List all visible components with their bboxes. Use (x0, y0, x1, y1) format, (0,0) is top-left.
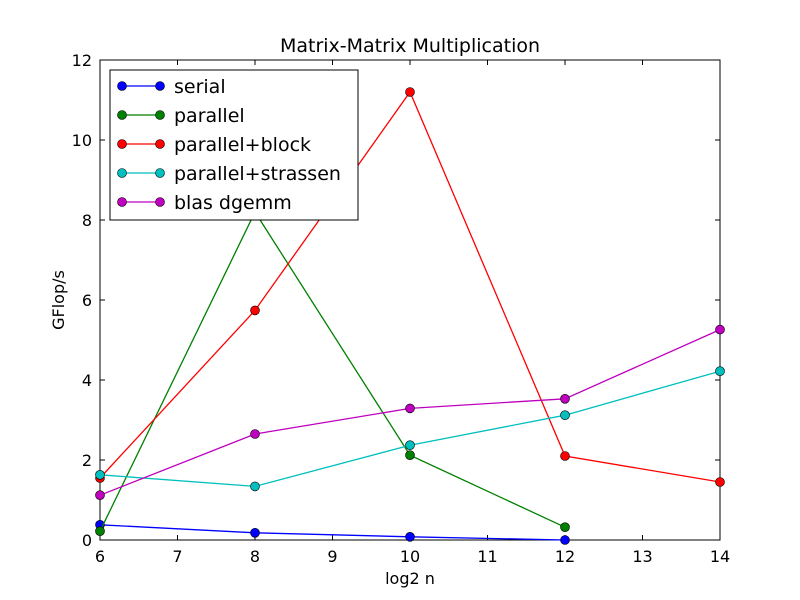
data-point-parallel-strassen (250, 481, 260, 492)
x-tick-label: 10 (400, 547, 420, 566)
legend-marker (155, 139, 165, 149)
legend-label: serial (174, 76, 226, 98)
data-point-parallel-block (405, 87, 415, 97)
data-point-parallel-strassen (405, 440, 415, 451)
legend-marker (155, 168, 165, 178)
y-tick-label: 4 (82, 371, 92, 390)
legend-label: parallel+block (174, 134, 311, 156)
data-point-parallel-block (715, 477, 725, 487)
y-tick-label: 6 (82, 291, 92, 310)
legend-box (109, 69, 359, 221)
data-point-blas-dgemm (715, 324, 725, 335)
legend-item-parallel-block: parallel+block (117, 134, 311, 156)
legend-marker (155, 197, 165, 207)
series-parallel-strassen (95, 366, 725, 492)
legend-marker (155, 110, 165, 120)
legend-marker (117, 197, 127, 207)
y-tick-label: 2 (82, 451, 92, 470)
data-point-serial (405, 531, 415, 542)
y-tick-label: 8 (82, 211, 92, 230)
x-tick-label: 6 (95, 547, 105, 566)
data-point-blas-dgemm (250, 429, 260, 439)
data-point-parallel-block (560, 451, 570, 461)
x-axis-label: log2 n (385, 569, 435, 588)
legend: serial parallel parallel+block parallel+str… (109, 69, 359, 221)
x-tick-label: 12 (555, 547, 575, 566)
legend-item-parallel-strassen: parallel+strassen (117, 163, 341, 185)
series-line-serial (99, 524, 566, 541)
legend-marker (117, 110, 127, 120)
x-tick-label: 7 (172, 547, 182, 566)
y-tick-label: 0 (82, 531, 92, 550)
legend-item-parallel: parallel (117, 105, 245, 127)
data-point-parallel (95, 526, 105, 537)
data-point-parallel-strassen (95, 469, 105, 480)
series-line-parallel (99, 210, 566, 532)
legend-label: parallel+strassen (174, 163, 341, 185)
series-serial (95, 519, 570, 545)
x-axis: 6 7 8 9 10 11 12 13 14 (95, 60, 730, 566)
legend-label: parallel (174, 105, 245, 127)
x-tick-label: 9 (327, 547, 337, 566)
legend-item-blas-dgemm: blas dgemm (117, 192, 292, 214)
x-tick-label: 13 (632, 547, 652, 566)
data-point-serial (560, 535, 570, 545)
legend-label: blas dgemm (174, 192, 292, 214)
legend-item-serial: serial (117, 76, 226, 98)
y-axis-label: GFlop/s (49, 270, 68, 330)
data-point-serial (250, 527, 260, 538)
y-tick-label: 10 (72, 131, 92, 150)
data-point-parallel (405, 450, 415, 461)
x-tick-label: 8 (250, 547, 260, 566)
data-point-blas-dgemm (560, 393, 570, 404)
data-point-blas-dgemm (95, 490, 105, 501)
data-point-parallel-strassen (560, 410, 570, 421)
chart-title: Matrix-Matrix Multiplication (280, 35, 540, 57)
legend-marker (117, 81, 127, 91)
y-axis: 0 2 4 6 8 10 12 (72, 51, 720, 550)
legend-marker (155, 81, 165, 91)
y-tick-label: 12 (72, 51, 92, 70)
x-tick-label: 11 (477, 547, 497, 566)
series-parallel-block (95, 87, 725, 487)
legend-marker (117, 139, 127, 149)
data-point-parallel-strassen (715, 366, 725, 377)
series-blas-dgemm (95, 324, 725, 501)
data-point-parallel (560, 522, 570, 533)
data-point-blas-dgemm (405, 403, 415, 414)
x-tick-label: 14 (710, 547, 730, 566)
series-layer (95, 87, 725, 545)
data-point-parallel-block (250, 305, 260, 316)
legend-marker (117, 168, 127, 178)
